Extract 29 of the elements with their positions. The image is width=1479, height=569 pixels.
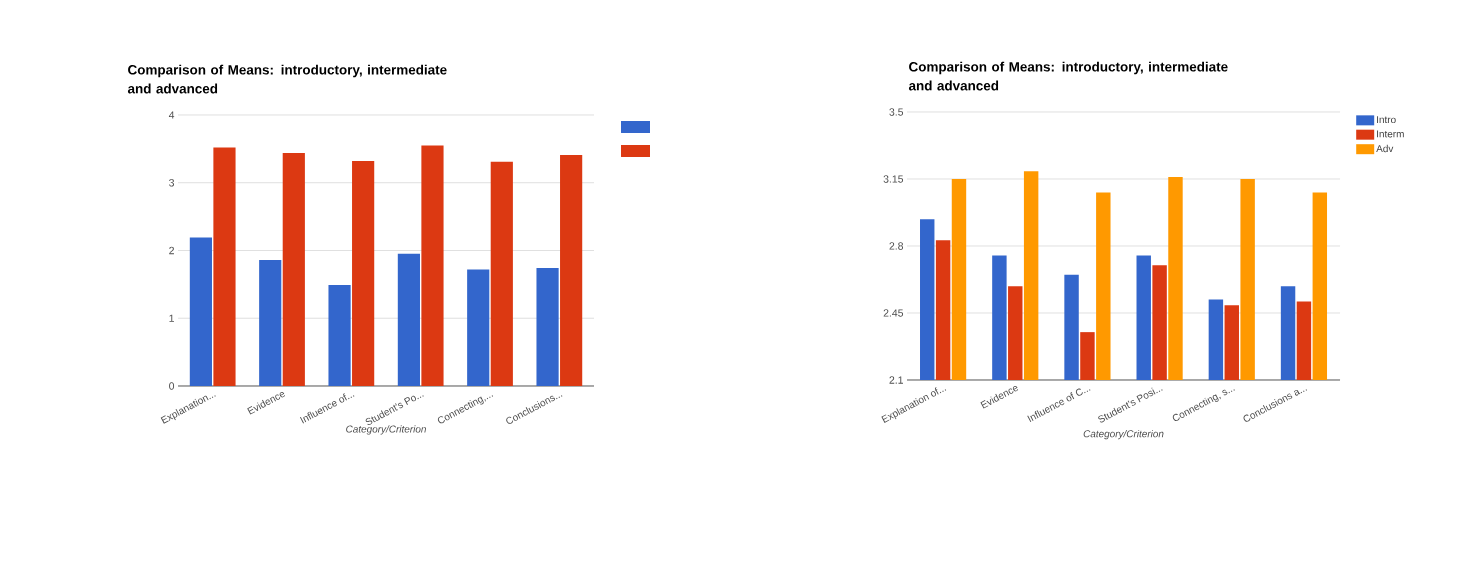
bar (421, 145, 444, 386)
bar (189, 237, 212, 386)
legend-label: Intro (1377, 116, 1396, 124)
x-axis-title: Category/Criterion (1083, 429, 1164, 440)
bar (352, 161, 375, 386)
legend-label: Adv (1376, 144, 1394, 153)
chart-title: Comparison of Means: introductory, intermediate and advanced (908, 61, 1228, 91)
bar (467, 269, 490, 386)
bar (328, 285, 351, 386)
bar (259, 259, 282, 386)
x-axis-title: Category/Criterion (346, 425, 426, 435)
y-tick-label: 2.1 (889, 376, 903, 384)
y-tick-label: 3.15 (883, 175, 904, 183)
bar (536, 268, 559, 386)
chart-title: Comparison of Means: introductory, intermediate and advanced (127, 64, 447, 94)
bar (560, 154, 583, 386)
y-tick-label: 4 (168, 111, 175, 119)
y-tick-label: 3 (169, 179, 175, 187)
legend-label: Interm (1377, 130, 1404, 138)
bar (282, 152, 305, 386)
bar (490, 161, 513, 386)
bar (213, 147, 236, 386)
y-tick-label: 2.8 (889, 242, 904, 250)
y-tick-label: 0 (169, 382, 175, 390)
bar (397, 253, 420, 386)
y-tick-label: 1 (169, 314, 174, 322)
y-tick-label: 2.45 (883, 309, 904, 317)
y-tick-label: 2 (169, 246, 174, 255)
y-tick-label: 3.5 (889, 108, 904, 116)
